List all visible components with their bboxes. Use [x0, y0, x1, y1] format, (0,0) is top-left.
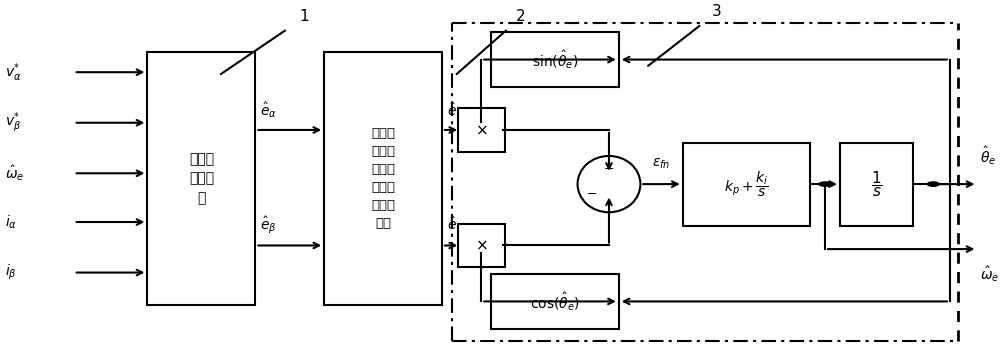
Text: 2: 2 [516, 9, 525, 24]
Bar [458, 108, 505, 152]
Bar [683, 143, 810, 226]
Text: $\hat{e}_{1\beta}$: $\hat{e}_{1\beta}$ [447, 215, 470, 236]
Bar [147, 52, 255, 305]
Text: $\hat{\omega}_{e}$: $\hat{\omega}_{e}$ [5, 164, 24, 183]
Text: $i_{\beta}$: $i_{\beta}$ [5, 263, 17, 282]
Circle shape [819, 182, 831, 186]
Bar [840, 143, 913, 226]
Text: $\sin(\hat{\theta}_{e})$: $\sin(\hat{\theta}_{e})$ [532, 48, 578, 71]
Bar [324, 52, 442, 305]
Text: $\times$: $\times$ [475, 238, 488, 253]
Text: 1: 1 [300, 9, 309, 24]
Text: $\times$: $\times$ [475, 122, 488, 138]
Text: 反电动
势估测
器: 反电动 势估测 器 [189, 152, 214, 205]
Text: $\hat{e}_{\alpha}$: $\hat{e}_{\alpha}$ [260, 100, 277, 120]
Text: $-$: $-$ [586, 187, 597, 200]
Text: $\hat{e}_{\beta}$: $\hat{e}_{\beta}$ [260, 215, 277, 236]
Text: $\hat{e}_{1\alpha}$: $\hat{e}_{1\alpha}$ [447, 100, 470, 120]
Bar [491, 274, 619, 329]
Text: $\varepsilon_{fn}$: $\varepsilon_{fn}$ [652, 157, 671, 171]
Text: $v_{\alpha}^{*}$: $v_{\alpha}^{*}$ [5, 61, 21, 83]
Text: $-$: $-$ [603, 162, 615, 175]
Bar [491, 32, 619, 87]
Text: $\cos(\hat{\theta}_{e})$: $\cos(\hat{\theta}_{e})$ [530, 290, 580, 313]
Text: $\dfrac{1}{s}$: $\dfrac{1}{s}$ [871, 169, 882, 199]
Text: $\hat{\theta}_{e}$: $\hat{\theta}_{e}$ [980, 144, 996, 166]
Ellipse shape [578, 156, 640, 212]
Text: $i_{\alpha}$: $i_{\alpha}$ [5, 213, 17, 231]
Bar [458, 224, 505, 267]
Text: $k_p+\dfrac{k_i}{s}$: $k_p+\dfrac{k_i}{s}$ [724, 169, 769, 199]
Text: $\hat{\omega}_{e}$: $\hat{\omega}_{e}$ [980, 265, 1000, 284]
Text: 二阶广
义积分
器一多
指定谐
波消除
装置: 二阶广 义积分 器一多 指定谐 波消除 装置 [371, 127, 395, 230]
Text: 3: 3 [712, 4, 722, 19]
Circle shape [927, 182, 939, 186]
Text: $v_{\beta}^{*}$: $v_{\beta}^{*}$ [5, 110, 21, 135]
